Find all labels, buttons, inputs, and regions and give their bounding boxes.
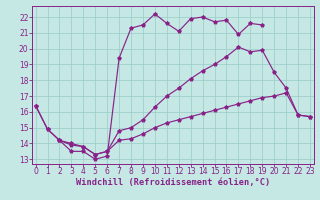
X-axis label: Windchill (Refroidissement éolien,°C): Windchill (Refroidissement éolien,°C) — [76, 178, 270, 187]
